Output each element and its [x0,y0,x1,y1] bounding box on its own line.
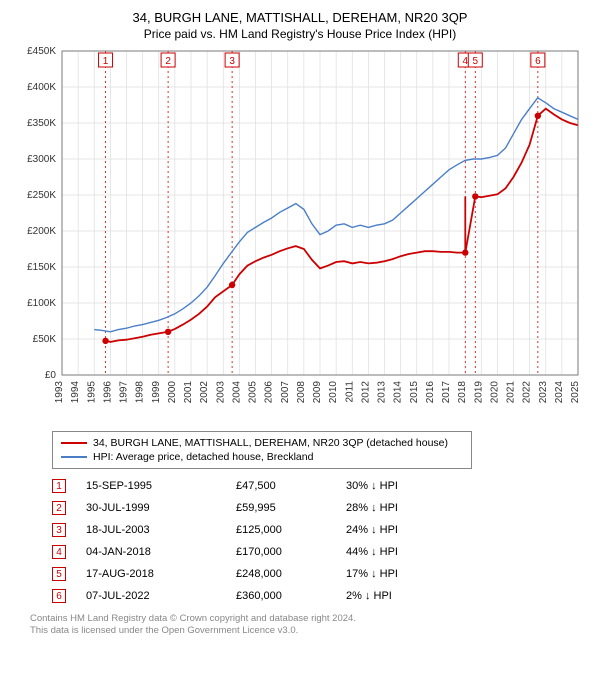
legend-label: HPI: Average price, detached house, Brec… [93,451,313,463]
table-row: 4 04-JAN-2018£170,00044% ↓ HPI [52,541,588,563]
sales-table: 1 15-SEP-1995£47,50030% ↓ HPI 2 30-JUL-1999… [52,475,588,607]
svg-text:2001: 2001 [183,381,194,404]
svg-text:1: 1 [103,56,109,67]
row-date: 04-JAN-2018 [86,546,236,558]
row-diff: 28% ↓ HPI [346,502,466,514]
svg-text:2023: 2023 [538,381,549,404]
row-marker: 1 [52,479,66,493]
svg-text:2000: 2000 [167,381,178,404]
row-date: 17-AUG-2018 [86,568,236,580]
svg-text:2015: 2015 [409,381,420,404]
svg-text:1993: 1993 [54,381,65,404]
svg-text:£0: £0 [45,370,57,381]
row-date: 15-SEP-1995 [86,480,236,492]
svg-text:1995: 1995 [86,381,97,404]
svg-text:2009: 2009 [312,381,323,404]
svg-text:£250K: £250K [27,190,56,201]
row-marker: 4 [52,545,66,559]
svg-text:1994: 1994 [70,381,81,404]
svg-text:2022: 2022 [522,381,533,404]
svg-text:6: 6 [535,56,541,67]
table-row: 6 07-JUL-2022£360,0002% ↓ HPI [52,585,588,607]
row-diff: 2% ↓ HPI [346,590,466,602]
svg-text:1999: 1999 [151,381,162,404]
svg-text:2025: 2025 [570,381,581,404]
svg-text:£350K: £350K [27,118,56,129]
svg-text:5: 5 [473,56,479,67]
svg-text:2: 2 [165,56,171,67]
row-date: 07-JUL-2022 [86,590,236,602]
svg-text:£200K: £200K [27,226,56,237]
chart-title: 34, BURGH LANE, MATTISHALL, DEREHAM, NR2… [12,10,588,25]
svg-text:2019: 2019 [473,381,484,404]
row-price: £125,000 [236,524,346,536]
row-date: 18-JUL-2003 [86,524,236,536]
row-diff: 24% ↓ HPI [346,524,466,536]
row-marker: 6 [52,589,66,603]
table-row: 1 15-SEP-1995£47,50030% ↓ HPI [52,475,588,497]
row-diff: 17% ↓ HPI [346,568,466,580]
row-marker: 5 [52,567,66,581]
legend-item: 34, BURGH LANE, MATTISHALL, DEREHAM, NR2… [61,436,463,450]
svg-text:£150K: £150K [27,262,56,273]
footer-line: Contains HM Land Registry data © Crown c… [30,613,588,625]
legend-swatch [61,456,87,458]
svg-text:4: 4 [463,56,469,67]
svg-text:1996: 1996 [102,381,113,404]
svg-text:£50K: £50K [33,334,57,345]
svg-text:2010: 2010 [328,381,339,404]
svg-text:2021: 2021 [506,381,517,404]
svg-text:2016: 2016 [425,381,436,404]
legend: 34, BURGH LANE, MATTISHALL, DEREHAM, NR2… [52,431,472,469]
row-diff: 44% ↓ HPI [346,546,466,558]
svg-text:2013: 2013 [377,381,388,404]
svg-text:2020: 2020 [489,381,500,404]
svg-text:2008: 2008 [296,381,307,404]
svg-text:£100K: £100K [27,298,56,309]
svg-text:2002: 2002 [199,381,210,404]
price-chart: £0 £50K £100K £150K £200K £250K £300K £350K £400… [12,45,588,425]
row-diff: 30% ↓ HPI [346,480,466,492]
svg-text:2007: 2007 [280,381,291,404]
row-price: £360,000 [236,590,346,602]
svg-text:1997: 1997 [119,381,130,404]
svg-text:3: 3 [229,56,235,67]
svg-text:2006: 2006 [264,381,275,404]
svg-text:2017: 2017 [441,381,452,404]
svg-text:£450K: £450K [27,46,56,57]
row-marker: 2 [52,501,66,515]
svg-text:2005: 2005 [248,381,259,404]
legend-label: 34, BURGH LANE, MATTISHALL, DEREHAM, NR2… [93,437,448,449]
svg-text:2024: 2024 [554,381,565,404]
svg-text:£400K: £400K [27,82,56,93]
svg-text:1998: 1998 [135,381,146,404]
table-row: 5 17-AUG-2018£248,00017% ↓ HPI [52,563,588,585]
legend-item: HPI: Average price, detached house, Brec… [61,450,463,464]
row-marker: 3 [52,523,66,537]
svg-text:2004: 2004 [231,381,242,404]
svg-text:2011: 2011 [344,381,355,403]
svg-text:2014: 2014 [393,381,404,404]
chart-subtitle: Price paid vs. HM Land Registry's House … [12,27,588,41]
row-price: £248,000 [236,568,346,580]
footer-attribution: Contains HM Land Registry data © Crown c… [30,613,588,637]
svg-text:2003: 2003 [215,381,226,404]
svg-text:2012: 2012 [360,381,371,404]
svg-text:£300K: £300K [27,154,56,165]
row-price: £170,000 [236,546,346,558]
legend-swatch [61,442,87,444]
footer-line: This data is licensed under the Open Gov… [30,625,588,637]
row-date: 30-JUL-1999 [86,502,236,514]
table-row: 3 18-JUL-2003£125,00024% ↓ HPI [52,519,588,541]
table-row: 2 30-JUL-1999£59,99528% ↓ HPI [52,497,588,519]
row-price: £47,500 [236,480,346,492]
row-price: £59,995 [236,502,346,514]
svg-text:2018: 2018 [457,381,468,404]
